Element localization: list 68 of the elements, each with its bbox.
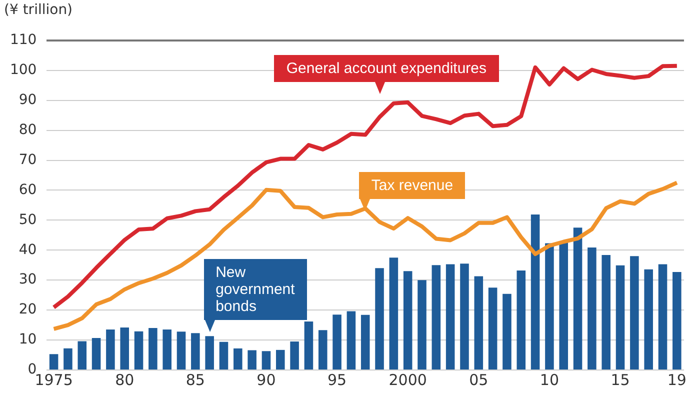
bar (106, 330, 115, 370)
y-tick-label: 40 (18, 242, 37, 258)
bar (559, 242, 568, 370)
bar (616, 265, 625, 370)
x-tick-label: 80 (115, 370, 134, 389)
bar (346, 311, 356, 370)
y-tick-label: 10 (18, 332, 37, 348)
bar (134, 331, 144, 370)
bar (516, 270, 526, 370)
x-tick-label: 1975 (34, 370, 73, 389)
x-tick-label: 15 (610, 370, 630, 389)
bar (78, 341, 87, 370)
x-tick-label: 10 (540, 370, 560, 389)
y-tick-label: 60 (18, 182, 37, 198)
bar (588, 247, 596, 370)
y-tick-label: 80 (18, 122, 37, 138)
bar (262, 351, 271, 370)
bar (644, 269, 653, 370)
x-tick-label: 05 (469, 370, 488, 389)
bar (573, 228, 582, 370)
bar (474, 276, 484, 370)
bar (460, 264, 469, 370)
bar (332, 314, 342, 370)
y-tick-label: 20 (18, 302, 37, 318)
y-tick-label: 30 (18, 272, 37, 288)
bar (92, 338, 101, 370)
bar (375, 268, 384, 370)
bar (64, 348, 72, 370)
bar (205, 336, 214, 370)
bar (630, 256, 639, 370)
x-tick-label: 85 (186, 370, 205, 389)
bar (276, 350, 285, 370)
bar (389, 258, 398, 370)
bar (248, 350, 256, 370)
bar (403, 271, 412, 370)
bar (176, 332, 186, 370)
y-tick-label: 0 (28, 362, 37, 378)
y-tick-label: 100 (10, 62, 37, 78)
bar (219, 342, 228, 370)
bar (602, 254, 610, 370)
bar (120, 327, 129, 370)
bar (432, 265, 441, 370)
bar (304, 321, 314, 370)
bar (148, 328, 158, 370)
bar (446, 264, 455, 370)
bar (545, 243, 554, 370)
x-tick-label: 90 (256, 370, 276, 389)
y-tick-label: 90 (18, 92, 37, 108)
bar (488, 288, 498, 370)
bar (418, 280, 426, 370)
bar (290, 342, 299, 370)
y-tick-label: 50 (18, 212, 37, 228)
bar (318, 330, 328, 370)
y-axis-title: (¥ trillion) (4, 2, 73, 18)
x-tick-label: 19 (667, 370, 686, 389)
x-tick-label: 2000 (388, 370, 427, 389)
y-tick-label: 70 (18, 152, 37, 168)
bar (658, 264, 668, 370)
bar (502, 294, 512, 370)
bar (49, 354, 58, 370)
bar (191, 333, 200, 370)
x-tick-label: 95 (327, 370, 347, 389)
bar (672, 272, 682, 370)
y-tick-label: 110 (10, 32, 37, 48)
bar (162, 330, 172, 370)
bar (530, 214, 540, 370)
bar (234, 348, 242, 370)
bar (360, 314, 370, 370)
